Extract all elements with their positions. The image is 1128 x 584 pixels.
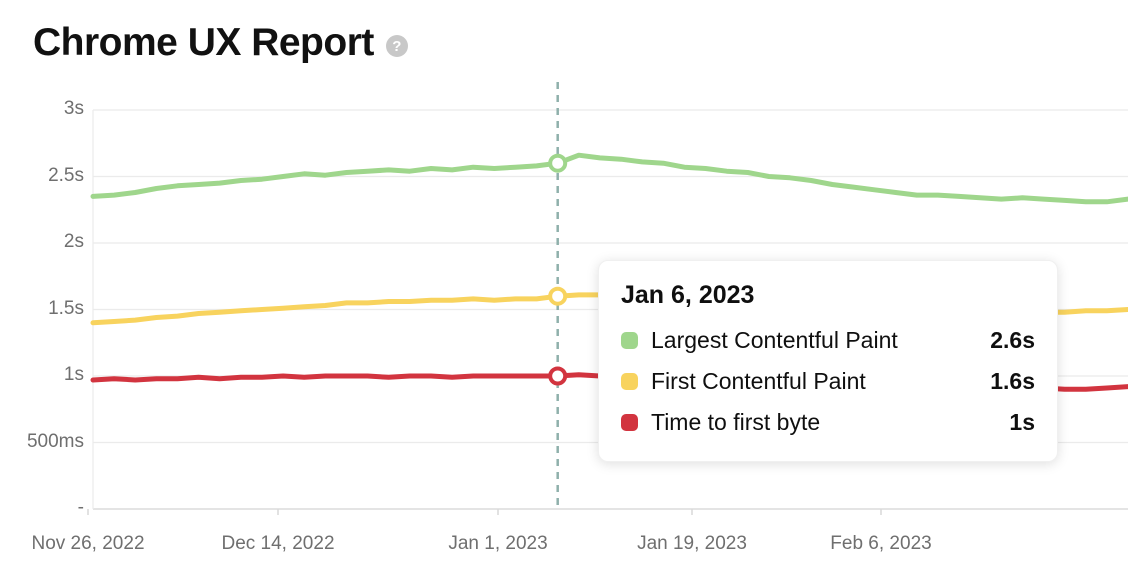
hover-tooltip: Jan 6, 2023 Largest Contentful Paint 2.6… [598, 260, 1058, 462]
tooltip-row-fcp: First Contentful Paint 1.6s [621, 361, 1035, 402]
x-tick-label: Dec 14, 2022 [221, 533, 335, 554]
y-tick-label: 1s [63, 364, 84, 385]
tooltip-value: 1s [1009, 409, 1035, 435]
tooltip-date: Jan 6, 2023 [621, 281, 755, 309]
tooltip-value: 2.6s [990, 327, 1035, 353]
x-tick-label: Feb 6, 2023 [830, 533, 932, 554]
tooltip-label: First Contentful Paint [651, 368, 866, 394]
tooltip-row-lcp: Largest Contentful Paint 2.6s [621, 320, 1035, 361]
hover-marker-lcp[interactable] [548, 153, 568, 173]
tooltip-label: Time to first byte [651, 409, 821, 435]
y-tick-label: 3s [63, 98, 84, 119]
y-tick-label: 500ms [26, 430, 84, 452]
x-tick-label: Nov 26, 2022 [31, 533, 145, 554]
ttfb-swatch-icon [621, 414, 638, 431]
tooltip-row-ttfb: Time to first byte 1s [621, 402, 1035, 443]
hover-marker-fcp[interactable] [548, 286, 568, 306]
tooltip-label: Largest Contentful Paint [651, 327, 898, 353]
chart-header: Chrome UX Report ? [33, 20, 408, 67]
y-tick-label: 2.5s [48, 164, 84, 186]
hover-marker-ttfb[interactable] [548, 366, 568, 386]
y-tick-label: 2s [63, 231, 84, 252]
fcp-swatch-icon [621, 373, 638, 390]
x-tick-label: Jan 19, 2023 [637, 533, 747, 554]
series-line-lcp[interactable] [90, 152, 1128, 205]
page-title: Chrome UX Report [33, 21, 374, 64]
help-icon[interactable]: ? [385, 35, 408, 58]
y-tick-label: 1.5s [48, 297, 84, 319]
y-tick-label: - [77, 497, 84, 518]
x-tick-label: Jan 1, 2023 [448, 533, 548, 554]
lcp-swatch-icon [621, 332, 638, 349]
tooltip-value: 1.6s [990, 368, 1035, 394]
